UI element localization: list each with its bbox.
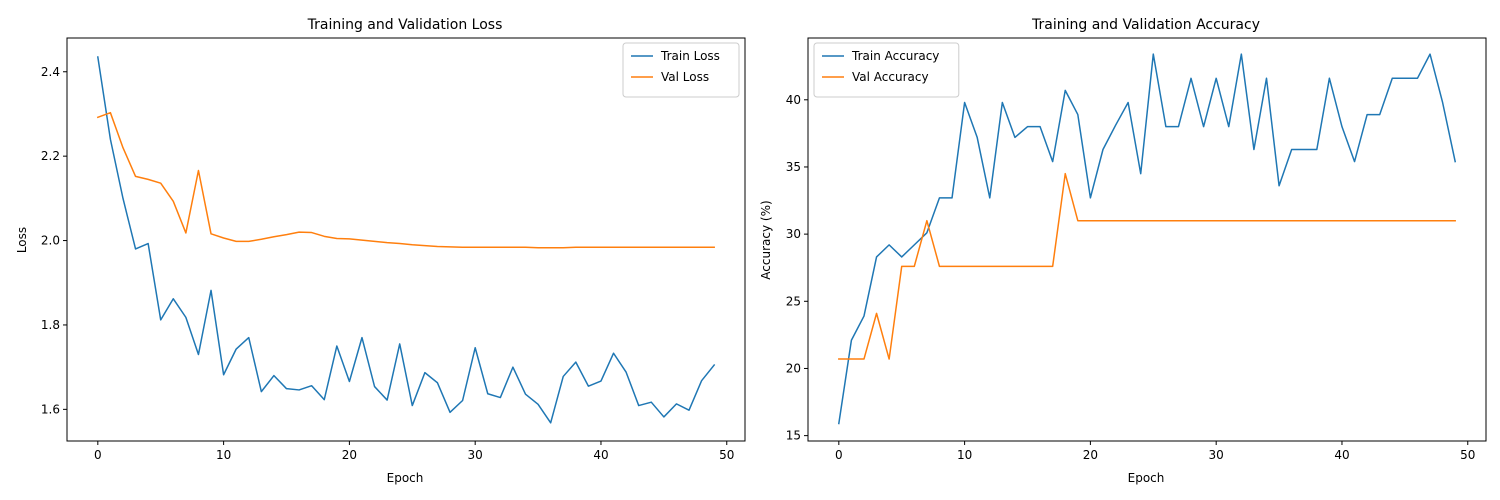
accuracy-chart-plot-frame xyxy=(807,37,1487,442)
loss-chart-legend-label-train-loss: Train Loss xyxy=(660,49,720,63)
loss-chart-title: Training and Validation Loss xyxy=(307,17,503,33)
accuracy-chart-title: Training and Validation Accuracy xyxy=(1031,17,1260,33)
accuracy-chart-y-axis-title: Accuracy (%) xyxy=(759,200,773,279)
accuracy-chart-x-tick-label: 30 xyxy=(1209,448,1224,462)
loss-chart-x-tick-label: 0 xyxy=(94,448,102,462)
accuracy-chart-legend-box xyxy=(813,42,960,98)
loss-chart-x-tick-label: 30 xyxy=(468,448,483,462)
loss-chart-plot-frame xyxy=(66,37,746,442)
loss-chart-y-axis-title: Loss xyxy=(15,227,29,253)
accuracy-chart-y-tick-label: 30 xyxy=(786,227,801,241)
accuracy-chart-legend-label-train-accuracy: Train Accuracy xyxy=(851,49,939,63)
accuracy-chart-y-tick-label: 20 xyxy=(786,361,801,375)
accuracy-chart-x-axis-title: Epoch xyxy=(1128,471,1165,485)
loss-chart: Training and Validation Loss Epoch Loss … xyxy=(15,17,746,485)
loss-chart-y-tick-label: 2.2 xyxy=(41,149,60,163)
loss-chart-x-tick-label: 20 xyxy=(342,448,357,462)
loss-chart-y-tick-label: 1.6 xyxy=(41,402,60,416)
accuracy-chart-x-tick-label: 50 xyxy=(1460,448,1475,462)
accuracy-chart-y-tick-label: 35 xyxy=(786,160,801,174)
accuracy-chart: Training and Validation Accuracy Epoch A… xyxy=(759,17,1487,485)
loss-chart-y-tick-label: 2.4 xyxy=(41,65,60,79)
accuracy-chart-x-tick-label: 10 xyxy=(957,448,972,462)
loss-chart-x-tick-label: 40 xyxy=(593,448,608,462)
accuracy-chart-x-tick-label: 0 xyxy=(835,448,843,462)
loss-chart-series-val-loss xyxy=(96,111,715,249)
loss-chart-x-tick-label: 10 xyxy=(216,448,231,462)
accuracy-chart-series-train-accuracy xyxy=(837,53,1457,425)
accuracy-chart-y-tick-label: 40 xyxy=(786,93,801,107)
loss-chart-y-tick-label: 2.0 xyxy=(41,234,60,248)
accuracy-chart-series-val-accuracy xyxy=(838,172,1456,360)
loss-chart-x-axis-title: Epoch xyxy=(387,471,424,485)
accuracy-chart-x-tick-label: 40 xyxy=(1334,448,1349,462)
accuracy-chart-y-tick-label: 15 xyxy=(786,429,801,443)
loss-chart-y-tick-label: 1.8 xyxy=(41,318,60,332)
accuracy-chart-y-tick-label: 25 xyxy=(786,294,801,308)
accuracy-chart-legend-label-val-accuracy: Val Accuracy xyxy=(852,70,929,84)
loss-chart-series-train-loss xyxy=(96,56,716,424)
loss-chart-legend-label-val-loss: Val Loss xyxy=(661,70,709,84)
loss-chart-x-tick-label: 50 xyxy=(719,448,734,462)
loss-chart-legend: Train Loss Val Loss xyxy=(622,42,740,98)
accuracy-chart-x-tick-label: 20 xyxy=(1083,448,1098,462)
accuracy-chart-legend: Train Accuracy Val Accuracy xyxy=(813,42,960,98)
